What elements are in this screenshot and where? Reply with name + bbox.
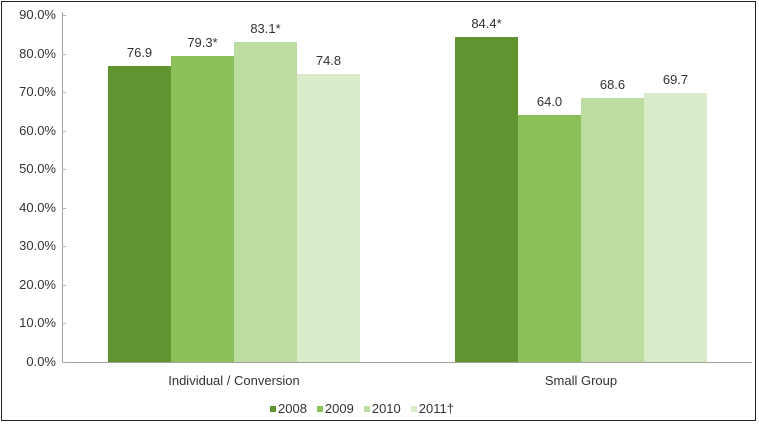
y-tick-label: 40.0% xyxy=(19,199,56,215)
y-tick-label: 30.0% xyxy=(19,238,56,254)
bar-2009-small-group xyxy=(518,115,581,362)
legend-swatch-icon xyxy=(316,405,323,412)
category-label: Small Group xyxy=(544,373,618,388)
y-tick-mark xyxy=(62,323,66,325)
legend-label: 2010 xyxy=(371,401,401,416)
y-tick-mark xyxy=(62,362,66,363)
y-tick-label: 90.0% xyxy=(19,7,56,22)
y-axis xyxy=(62,12,63,363)
data-label: 79.3* xyxy=(187,35,218,51)
legend-label: 2008 xyxy=(278,401,307,416)
data-label: 69.7 xyxy=(662,72,689,88)
y-tick-mark xyxy=(62,169,66,171)
x-axis xyxy=(62,362,752,363)
y-tick-label: 80.0% xyxy=(19,45,56,61)
y-tick-label: 20.0% xyxy=(19,276,56,292)
y-tick-label: 10.0% xyxy=(19,315,56,331)
y-tick-mark xyxy=(62,130,66,132)
bar-2009-individual xyxy=(171,56,234,362)
y-tick-label: 0.0% xyxy=(26,354,56,369)
y-tick-mark xyxy=(62,246,66,248)
y-tick-label: 50.0% xyxy=(19,161,56,177)
data-label: 76.9 xyxy=(126,44,153,60)
legend-item: 2009 xyxy=(316,401,354,416)
y-tick-mark xyxy=(62,53,66,55)
bar-2010-individual xyxy=(234,41,297,362)
data-label: 68.6 xyxy=(599,76,626,92)
bar-2011-small-group xyxy=(644,93,707,362)
legend-swatch-icon xyxy=(410,405,417,412)
bar-2008-individual xyxy=(108,65,171,362)
y-tick-mark xyxy=(62,15,66,16)
y-tick-label: 60.0% xyxy=(19,122,56,138)
bar-2011-individual xyxy=(297,73,360,362)
y-tick-mark xyxy=(62,92,66,94)
bar-2008-small-group xyxy=(455,36,518,362)
bar-2010-small-group xyxy=(581,97,644,362)
data-label: 74.8 xyxy=(315,52,342,68)
y-tick-mark xyxy=(62,284,66,286)
legend-swatch-icon xyxy=(270,405,276,412)
legend-label: 2009 xyxy=(324,401,354,416)
legend-item: 2010 xyxy=(363,401,401,416)
y-tick-label: 70.0% xyxy=(19,84,56,100)
data-label: 64.0 xyxy=(536,94,563,110)
data-label: 83.1* xyxy=(250,20,281,36)
legend: 2008 2009 2010 2011† xyxy=(270,401,454,416)
legend-swatch-icon xyxy=(363,405,370,412)
data-label: 84.4* xyxy=(471,15,502,31)
legend-item: 2011† xyxy=(410,401,454,416)
y-tick-mark xyxy=(62,207,66,209)
legend-label: 2011† xyxy=(418,401,454,416)
category-label: Individual / Conversion xyxy=(168,373,300,388)
legend-item: 2008 xyxy=(270,401,307,416)
